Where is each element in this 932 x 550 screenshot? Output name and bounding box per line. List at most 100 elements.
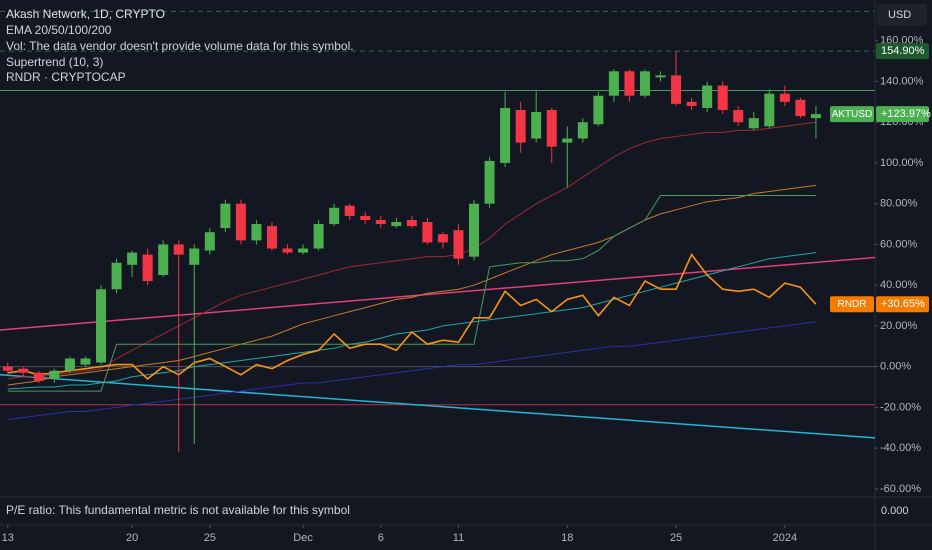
candle-body <box>375 219 386 225</box>
price-tag <box>876 43 929 60</box>
candle-body <box>391 222 402 227</box>
candle-body <box>779 93 790 102</box>
candle-body <box>189 248 200 265</box>
candle-body <box>608 71 619 96</box>
candle-body <box>313 224 324 249</box>
candle-body <box>437 234 448 243</box>
candle-body <box>298 248 309 253</box>
y-tick-label: 100.00% <box>880 157 924 169</box>
candle-body <box>764 93 775 127</box>
y-tick-label: 60.00% <box>880 238 918 250</box>
legend-line: Vol: The data vendor doesn't provide vol… <box>6 39 354 53</box>
pane-text: P/E ratio: This fundamental metric is no… <box>6 503 350 517</box>
x-tick-label: 13 <box>2 532 14 544</box>
price-tag-label: +123.97% <box>881 108 931 120</box>
candle-body <box>686 101 697 106</box>
series-line <box>7 184 816 386</box>
candle-body <box>96 289 107 363</box>
candle-body <box>624 71 635 96</box>
candle-body <box>49 370 60 379</box>
series-line <box>7 195 816 392</box>
y-tick-label: 80.00% <box>880 198 918 210</box>
candle-body <box>360 215 371 220</box>
candle-body <box>2 366 13 371</box>
candle-body <box>18 368 29 373</box>
candle-body <box>344 205 355 216</box>
pane-value: 0.000 <box>881 505 909 517</box>
legend-line: RNDR · CRYPTOCAP <box>6 70 126 84</box>
currency-label[interactable]: USD <box>888 9 911 21</box>
series-line <box>7 321 816 421</box>
candle-body <box>204 232 215 251</box>
candle-body <box>531 112 542 139</box>
series-tag <box>830 296 874 313</box>
candle-body <box>422 222 433 243</box>
x-tick-label: 2024 <box>773 532 797 544</box>
candle-body <box>639 71 650 96</box>
x-tick-label: 11 <box>453 532 464 544</box>
y-tick-label: -40.00% <box>880 442 921 454</box>
chart-title: Akash Network, 1D, CRYPTO <box>6 7 165 21</box>
price-tag <box>876 106 929 123</box>
x-tick-label: 6 <box>378 532 384 544</box>
y-tick-label: 20.00% <box>880 320 918 332</box>
candle-body <box>671 75 682 104</box>
x-tick-label: 18 <box>561 532 573 544</box>
candle-body <box>500 107 511 163</box>
candle-body <box>111 262 122 290</box>
y-tick-label: 0.00% <box>880 361 911 373</box>
price-tag-label: +30.65% <box>881 298 925 310</box>
series-line <box>7 253 817 380</box>
candle-body <box>546 109 557 147</box>
candle-body <box>220 203 231 229</box>
candle-body <box>810 114 821 119</box>
candle-body <box>515 109 526 143</box>
candle-body <box>469 203 480 257</box>
candle-body <box>282 248 293 253</box>
candle-body <box>158 244 169 275</box>
candle-body <box>173 244 184 255</box>
candle-body <box>484 160 495 204</box>
candle-body <box>80 358 91 365</box>
candle-body <box>235 203 246 241</box>
x-tick-label: 20 <box>126 532 138 544</box>
candle-body <box>142 254 153 282</box>
series-line <box>7 121 816 380</box>
candle-body <box>33 372 44 381</box>
candle-body <box>562 138 573 143</box>
x-tick-label: Dec <box>293 532 313 544</box>
trend-line <box>0 374 876 439</box>
y-tick-label: 40.00% <box>880 279 918 291</box>
currency-button[interactable] <box>877 4 927 26</box>
candle-body <box>453 230 464 259</box>
candle-body <box>593 95 604 125</box>
price-tag-label: 154.90% <box>881 45 925 57</box>
y-tick-label: 140.00% <box>880 75 924 87</box>
candle-body <box>266 226 277 249</box>
series-tag-label: RNDR <box>838 299 867 310</box>
series-tag <box>830 106 874 123</box>
x-tick-label: 25 <box>670 532 682 544</box>
candle-body <box>251 224 262 241</box>
candle-body <box>655 75 666 78</box>
candle-body <box>329 207 340 225</box>
candle-body <box>577 122 588 139</box>
x-tick-label: 25 <box>204 532 216 544</box>
candle-body <box>64 358 75 371</box>
series-tag-label: AKTUSD <box>832 109 873 120</box>
y-tick-label: -60.00% <box>880 483 921 495</box>
candle-body <box>733 109 744 123</box>
price-tag <box>876 296 929 313</box>
candle-body <box>127 252 138 265</box>
candle-body <box>717 85 728 110</box>
legend-line: Supertrend (10, 3) <box>6 55 103 69</box>
candle-body <box>702 85 713 108</box>
plot <box>0 10 876 453</box>
y-tick-label: -20.00% <box>880 401 921 413</box>
legend-line: EMA 20/50/100/200 <box>6 23 112 37</box>
candle-body <box>795 99 806 117</box>
candle-body <box>748 118 759 129</box>
candle-body <box>406 219 417 227</box>
